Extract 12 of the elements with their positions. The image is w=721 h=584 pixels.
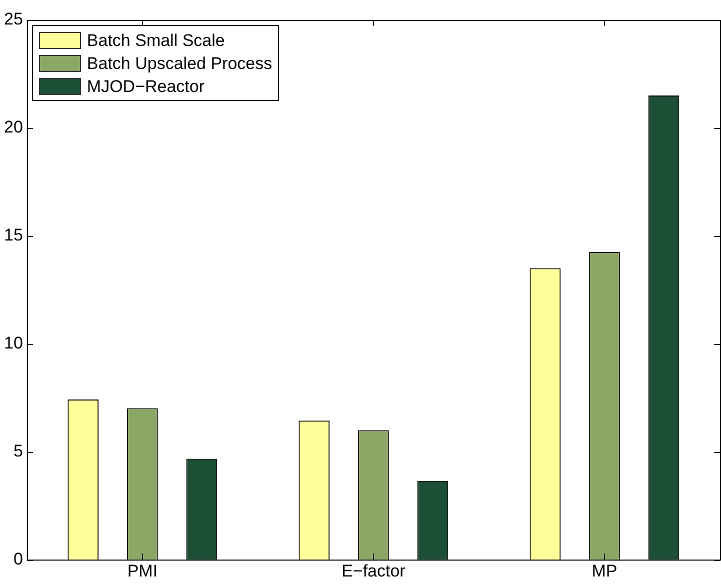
legend-label: MJOD−Reactor: [86, 76, 205, 96]
y-tick-label: 10: [4, 333, 23, 352]
y-tick-label: 20: [4, 118, 23, 137]
legend-label: Batch Upscaled Process: [86, 54, 272, 74]
y-tick-label: 5: [13, 441, 23, 460]
legend-label: Batch Small Scale: [86, 30, 225, 50]
y-tick-label: 25: [4, 10, 23, 29]
y-tick-label: 0: [13, 549, 23, 568]
x-tick-label: PMI: [127, 561, 158, 580]
x-tick-label: MP: [592, 561, 618, 580]
y-tick-label: 15: [4, 226, 23, 245]
x-tick-label: E−factor: [342, 561, 406, 580]
